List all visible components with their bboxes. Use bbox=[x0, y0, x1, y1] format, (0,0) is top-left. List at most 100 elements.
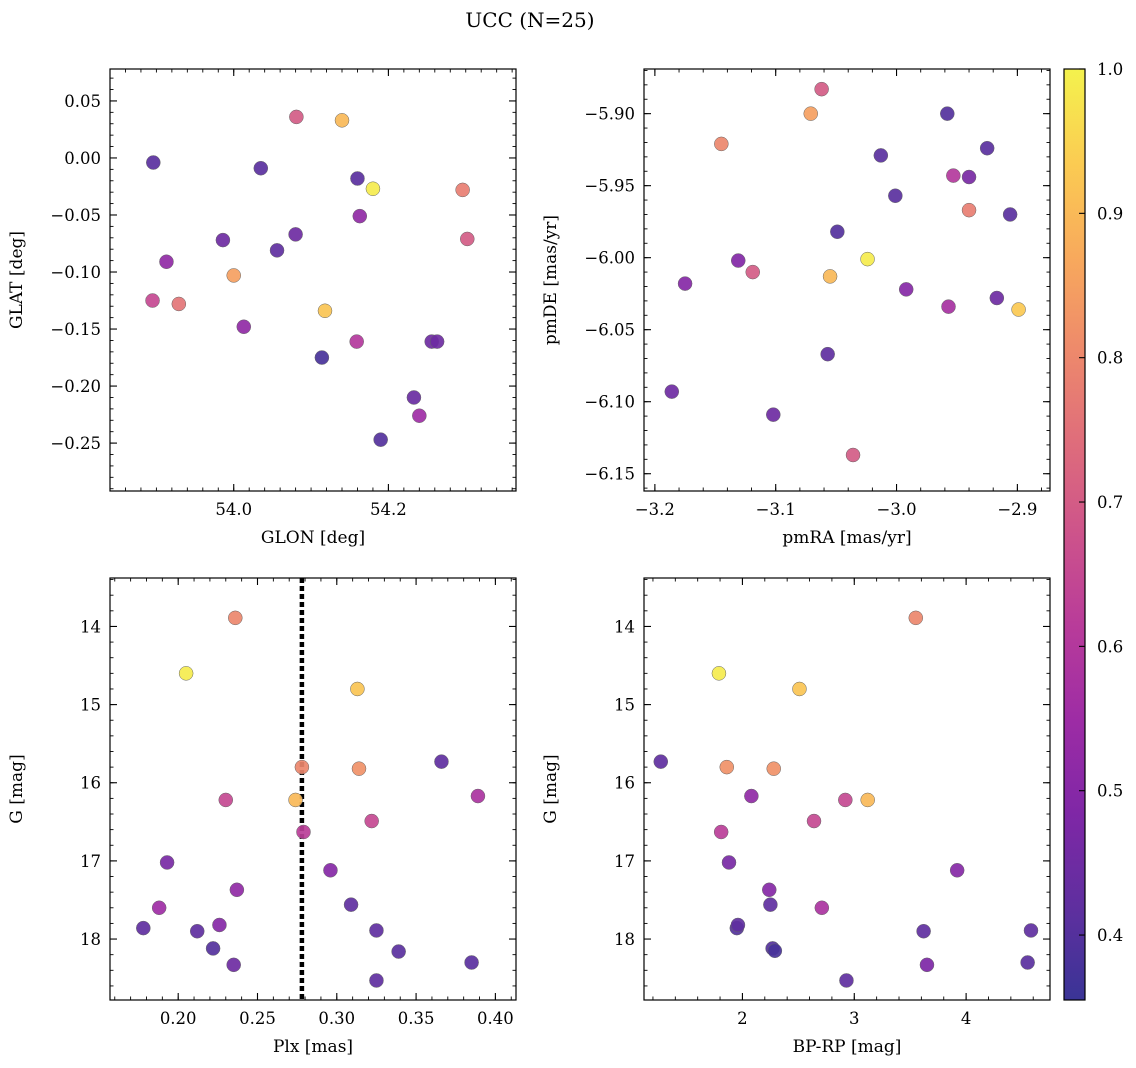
colorbar-tick-label: 0.6 bbox=[1097, 637, 1123, 656]
scatter-point bbox=[470, 788, 486, 804]
panel-pmra-pmde: −3.2 −3.1 −3.0 −2.9 −5.90 −5.95 −6.00 −6.05 −6.1… bbox=[541, 68, 1051, 548]
scatter-point bbox=[766, 407, 781, 422]
scatter-point bbox=[314, 350, 330, 365]
scatter-point bbox=[830, 224, 845, 240]
scatter-point bbox=[873, 148, 889, 163]
scatter-point bbox=[653, 754, 669, 769]
scatter-point bbox=[949, 863, 965, 878]
y-axis-label: pmDE [mas/yr] bbox=[541, 215, 561, 345]
scatter-point bbox=[429, 334, 445, 349]
scatter-point bbox=[860, 251, 875, 267]
y-tick-label: −0.15 bbox=[50, 320, 101, 339]
x-tick-label: 0.35 bbox=[398, 1009, 435, 1028]
y-tick-label: −5.90 bbox=[584, 105, 635, 124]
scatter-point bbox=[406, 390, 422, 405]
axes-frame bbox=[643, 68, 1051, 492]
scatter-point bbox=[888, 188, 903, 203]
y-tick-label: 18 bbox=[80, 930, 101, 949]
y-tick-label: 17 bbox=[614, 852, 635, 871]
scatter-point bbox=[226, 268, 241, 283]
scatter-point bbox=[226, 957, 241, 973]
scatter-point bbox=[145, 293, 160, 308]
colorbar: 0.4 0.5 0.6 0.7 0.8 0.9 1.0 bbox=[1063, 60, 1123, 1001]
y-tick-label: −0.20 bbox=[50, 377, 101, 396]
scatter-point bbox=[364, 813, 379, 829]
x-tick-label: 0.30 bbox=[318, 1009, 355, 1028]
y-tick-label: −6.05 bbox=[584, 321, 635, 340]
scatter-point bbox=[365, 181, 381, 197]
scatter-point bbox=[814, 81, 829, 97]
scatter-point bbox=[744, 788, 759, 804]
scatter-point bbox=[898, 282, 914, 297]
y-tick-label: −0.05 bbox=[50, 206, 101, 225]
x-tick-label: −3.0 bbox=[877, 500, 917, 519]
scatter-point bbox=[288, 227, 303, 242]
y-tick-label: 14 bbox=[614, 617, 635, 636]
y-tick-label: −6.00 bbox=[584, 249, 635, 268]
scatter-point bbox=[860, 792, 875, 808]
panel-glon-glat: 54.0 54.2 0.05 0.00 −0.05 −0.10 −0.15 −0.20 −0.2… bbox=[7, 68, 517, 548]
scatter-point bbox=[845, 447, 861, 463]
scatter-point bbox=[730, 917, 746, 933]
scatter-point bbox=[136, 920, 151, 936]
scatter-point bbox=[916, 923, 931, 939]
scatter-point bbox=[350, 171, 365, 186]
scatter-point bbox=[941, 299, 956, 314]
x-tick-label: 4 bbox=[961, 1009, 972, 1028]
x-tick-label: −3.2 bbox=[635, 500, 675, 519]
x-axis-label: GLON [deg] bbox=[261, 528, 365, 548]
x-axis-label: pmRA [mas/yr] bbox=[782, 528, 911, 548]
scatter-point bbox=[763, 897, 778, 912]
scatter-point bbox=[839, 973, 854, 988]
x-axis-label: BP-RP [mag] bbox=[793, 1037, 902, 1057]
scatter-point bbox=[713, 824, 729, 840]
y-tick-label: 15 bbox=[614, 696, 635, 715]
scatter-point bbox=[803, 106, 818, 121]
y-tick-label: 17 bbox=[80, 852, 101, 871]
scatter-point bbox=[369, 923, 384, 938]
scatter-point bbox=[352, 208, 368, 224]
scatter-point bbox=[171, 296, 187, 312]
scatter-point bbox=[908, 610, 924, 626]
scatter-point bbox=[412, 408, 427, 423]
scatter-point bbox=[745, 264, 760, 280]
x-tick-label: −2.9 bbox=[997, 500, 1037, 519]
scatter-point bbox=[1023, 923, 1039, 938]
scatter-point bbox=[838, 792, 853, 808]
scatter-point bbox=[218, 792, 234, 808]
y-tick-label: −6.10 bbox=[584, 393, 635, 412]
scatter-point bbox=[814, 900, 830, 916]
scatter-point bbox=[151, 900, 167, 916]
scatter-point bbox=[989, 290, 1005, 306]
colorbar-tick-label: 0.8 bbox=[1097, 349, 1123, 368]
scatter-point bbox=[979, 140, 995, 156]
scatter-point bbox=[464, 955, 479, 970]
scatter-point bbox=[1020, 955, 1035, 970]
y-tick-label: 16 bbox=[80, 774, 101, 793]
scatter-point bbox=[215, 232, 231, 248]
scatter-point bbox=[178, 666, 194, 681]
scatter-point bbox=[721, 855, 737, 870]
scatter-point bbox=[229, 882, 245, 898]
figure-title: UCC (N=25) bbox=[465, 8, 594, 32]
y-axis-label: GLAT [deg] bbox=[7, 231, 27, 329]
scatter-point bbox=[228, 610, 243, 626]
scatter-point bbox=[714, 136, 729, 152]
scatter-point bbox=[766, 761, 781, 776]
scatter-point bbox=[677, 276, 693, 291]
scatter-point bbox=[822, 269, 838, 284]
scatter-point bbox=[919, 957, 935, 973]
y-tick-label: 15 bbox=[80, 696, 101, 715]
y-tick-label: 0.05 bbox=[64, 92, 101, 111]
scatter-point bbox=[946, 168, 961, 183]
scatter-point bbox=[159, 855, 175, 870]
scatter-point bbox=[1002, 207, 1018, 222]
x-tick-label: 54.0 bbox=[215, 500, 252, 519]
y-tick-label: 14 bbox=[80, 617, 101, 636]
scatter-point bbox=[288, 792, 303, 808]
scatter-point bbox=[351, 761, 367, 776]
scatter-point bbox=[806, 813, 822, 829]
scatter-point bbox=[820, 346, 835, 362]
y-tick-label: −5.95 bbox=[584, 177, 635, 196]
